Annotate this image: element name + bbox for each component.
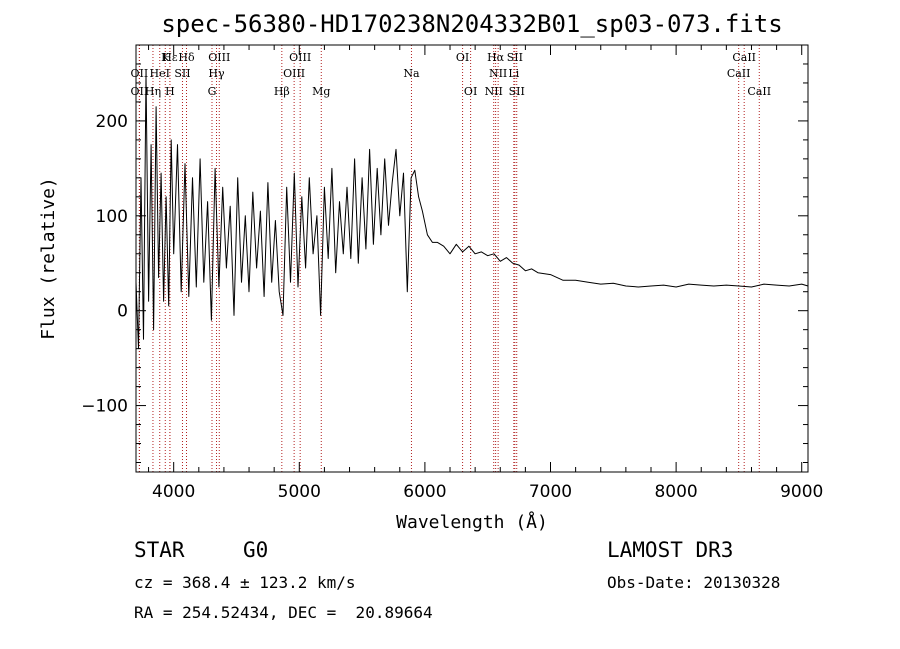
- line-label: Hα: [487, 51, 505, 64]
- line-label: OII: [131, 67, 149, 80]
- line-label: SII: [509, 85, 525, 98]
- x-tick-label: 6000: [403, 482, 446, 502]
- line-label: CaII: [732, 51, 756, 64]
- chart-title: spec-56380-HD170238N204332B01_sp03-073.f…: [161, 10, 782, 38]
- line-label: CaII: [747, 85, 771, 98]
- y-tick-label: −100: [81, 397, 128, 417]
- line-label: NII: [489, 67, 507, 80]
- line-label: OI: [464, 85, 477, 98]
- y-tick-label: 0: [117, 302, 128, 322]
- line-label: OII: [131, 85, 149, 98]
- line-label: Na: [403, 67, 420, 80]
- line-label: OIII: [208, 51, 230, 64]
- line-label: OI: [456, 51, 469, 64]
- line-label: OIII: [283, 67, 305, 80]
- observation-date: Obs-Date: 20130328: [607, 573, 781, 592]
- line-label: NII: [485, 85, 503, 98]
- x-tick-label: 8000: [654, 482, 697, 502]
- object-subclass: G0: [243, 538, 269, 562]
- x-tick-label: 9000: [780, 482, 823, 502]
- line-label: Mg: [312, 85, 330, 98]
- line-label: K: [161, 51, 170, 64]
- line-label: CaII: [727, 67, 751, 80]
- x-axis-label: Wavelength (Å): [396, 511, 548, 533]
- y-tick-label: 100: [96, 207, 128, 227]
- line-label: Hδ: [178, 51, 195, 64]
- line-label: Hβ: [274, 85, 290, 98]
- redshift-velocity: cz = 368.4 ± 123.2 km/s: [134, 573, 356, 592]
- plot-frame: [135, 44, 809, 473]
- axis-ticks: 4000 5000 6000 7000 8000 9000 −100 0 100 200: [81, 44, 823, 502]
- line-label: Hγ: [208, 67, 225, 80]
- survey-name: LAMOST DR3: [607, 538, 734, 562]
- line-label: H: [165, 85, 175, 98]
- x-tick-label: 5000: [278, 482, 321, 502]
- x-tick-label: 7000: [529, 482, 572, 502]
- line-label: G: [208, 85, 217, 98]
- line-label: OIII: [289, 51, 311, 64]
- y-tick-label: 200: [96, 112, 128, 132]
- line-label: Hη: [145, 85, 161, 98]
- spectrum-series: [135, 73, 809, 350]
- line-label: SII: [507, 51, 523, 64]
- line-label: HeI: [150, 67, 170, 80]
- coordinates: RA = 254.52434, DEC = 20.89664: [134, 603, 433, 622]
- x-tick-label: 4000: [152, 482, 195, 502]
- spectrum-line: [135, 73, 809, 350]
- y-axis-label: Flux (relative): [38, 177, 59, 340]
- line-label: Li: [508, 67, 519, 80]
- line-label: SII: [174, 67, 190, 80]
- object-class: STAR: [134, 538, 185, 562]
